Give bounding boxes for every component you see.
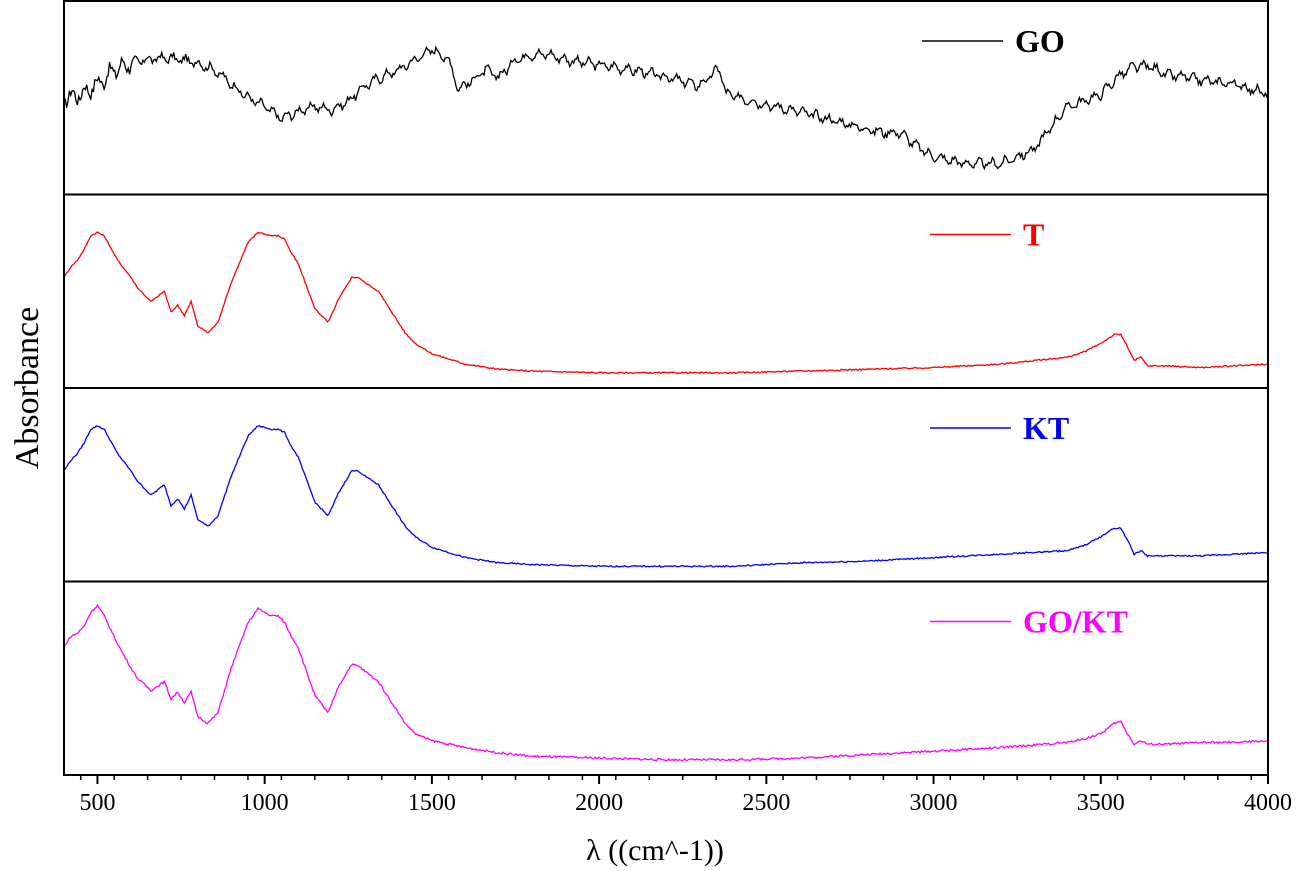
panel-go: GO — [63, 23, 1269, 171]
x-tick-label: 4000 — [1244, 790, 1292, 816]
series-line-t — [63, 231, 1269, 375]
panels: GO T KT GO/KT — [63, 23, 1269, 762]
x-tick-label: 2500 — [742, 790, 790, 816]
x-tick-label: 500 — [79, 790, 115, 816]
plot-frame — [63, 0, 1269, 776]
panel-t: T — [63, 193, 1269, 375]
x-axis-label: λ ((cm^-1)) — [586, 834, 724, 867]
legend-label: T — [1023, 217, 1044, 253]
series-line-go — [63, 45, 1269, 171]
panel-go-kt: GO/KT — [63, 580, 1269, 762]
x-tick-label: 3500 — [1077, 790, 1125, 816]
x-tick-label: 2000 — [575, 790, 623, 816]
legend-label: KT — [1023, 410, 1069, 446]
panel-kt: KT — [63, 387, 1268, 568]
x-tick-label: 3000 — [910, 790, 958, 816]
legend-label: GO — [1015, 23, 1065, 59]
series-line-go-kt — [63, 603, 1269, 762]
x-axis: 500 1000 1500 2000 2500 3000 3500 4000 — [79, 775, 1292, 816]
legend-label: GO/KT — [1023, 604, 1128, 640]
y-axis-label: Absorbance — [9, 307, 46, 469]
x-tick-label: 1500 — [408, 790, 456, 816]
series-line-kt — [63, 424, 1268, 568]
x-tick-label: 1000 — [241, 790, 289, 816]
